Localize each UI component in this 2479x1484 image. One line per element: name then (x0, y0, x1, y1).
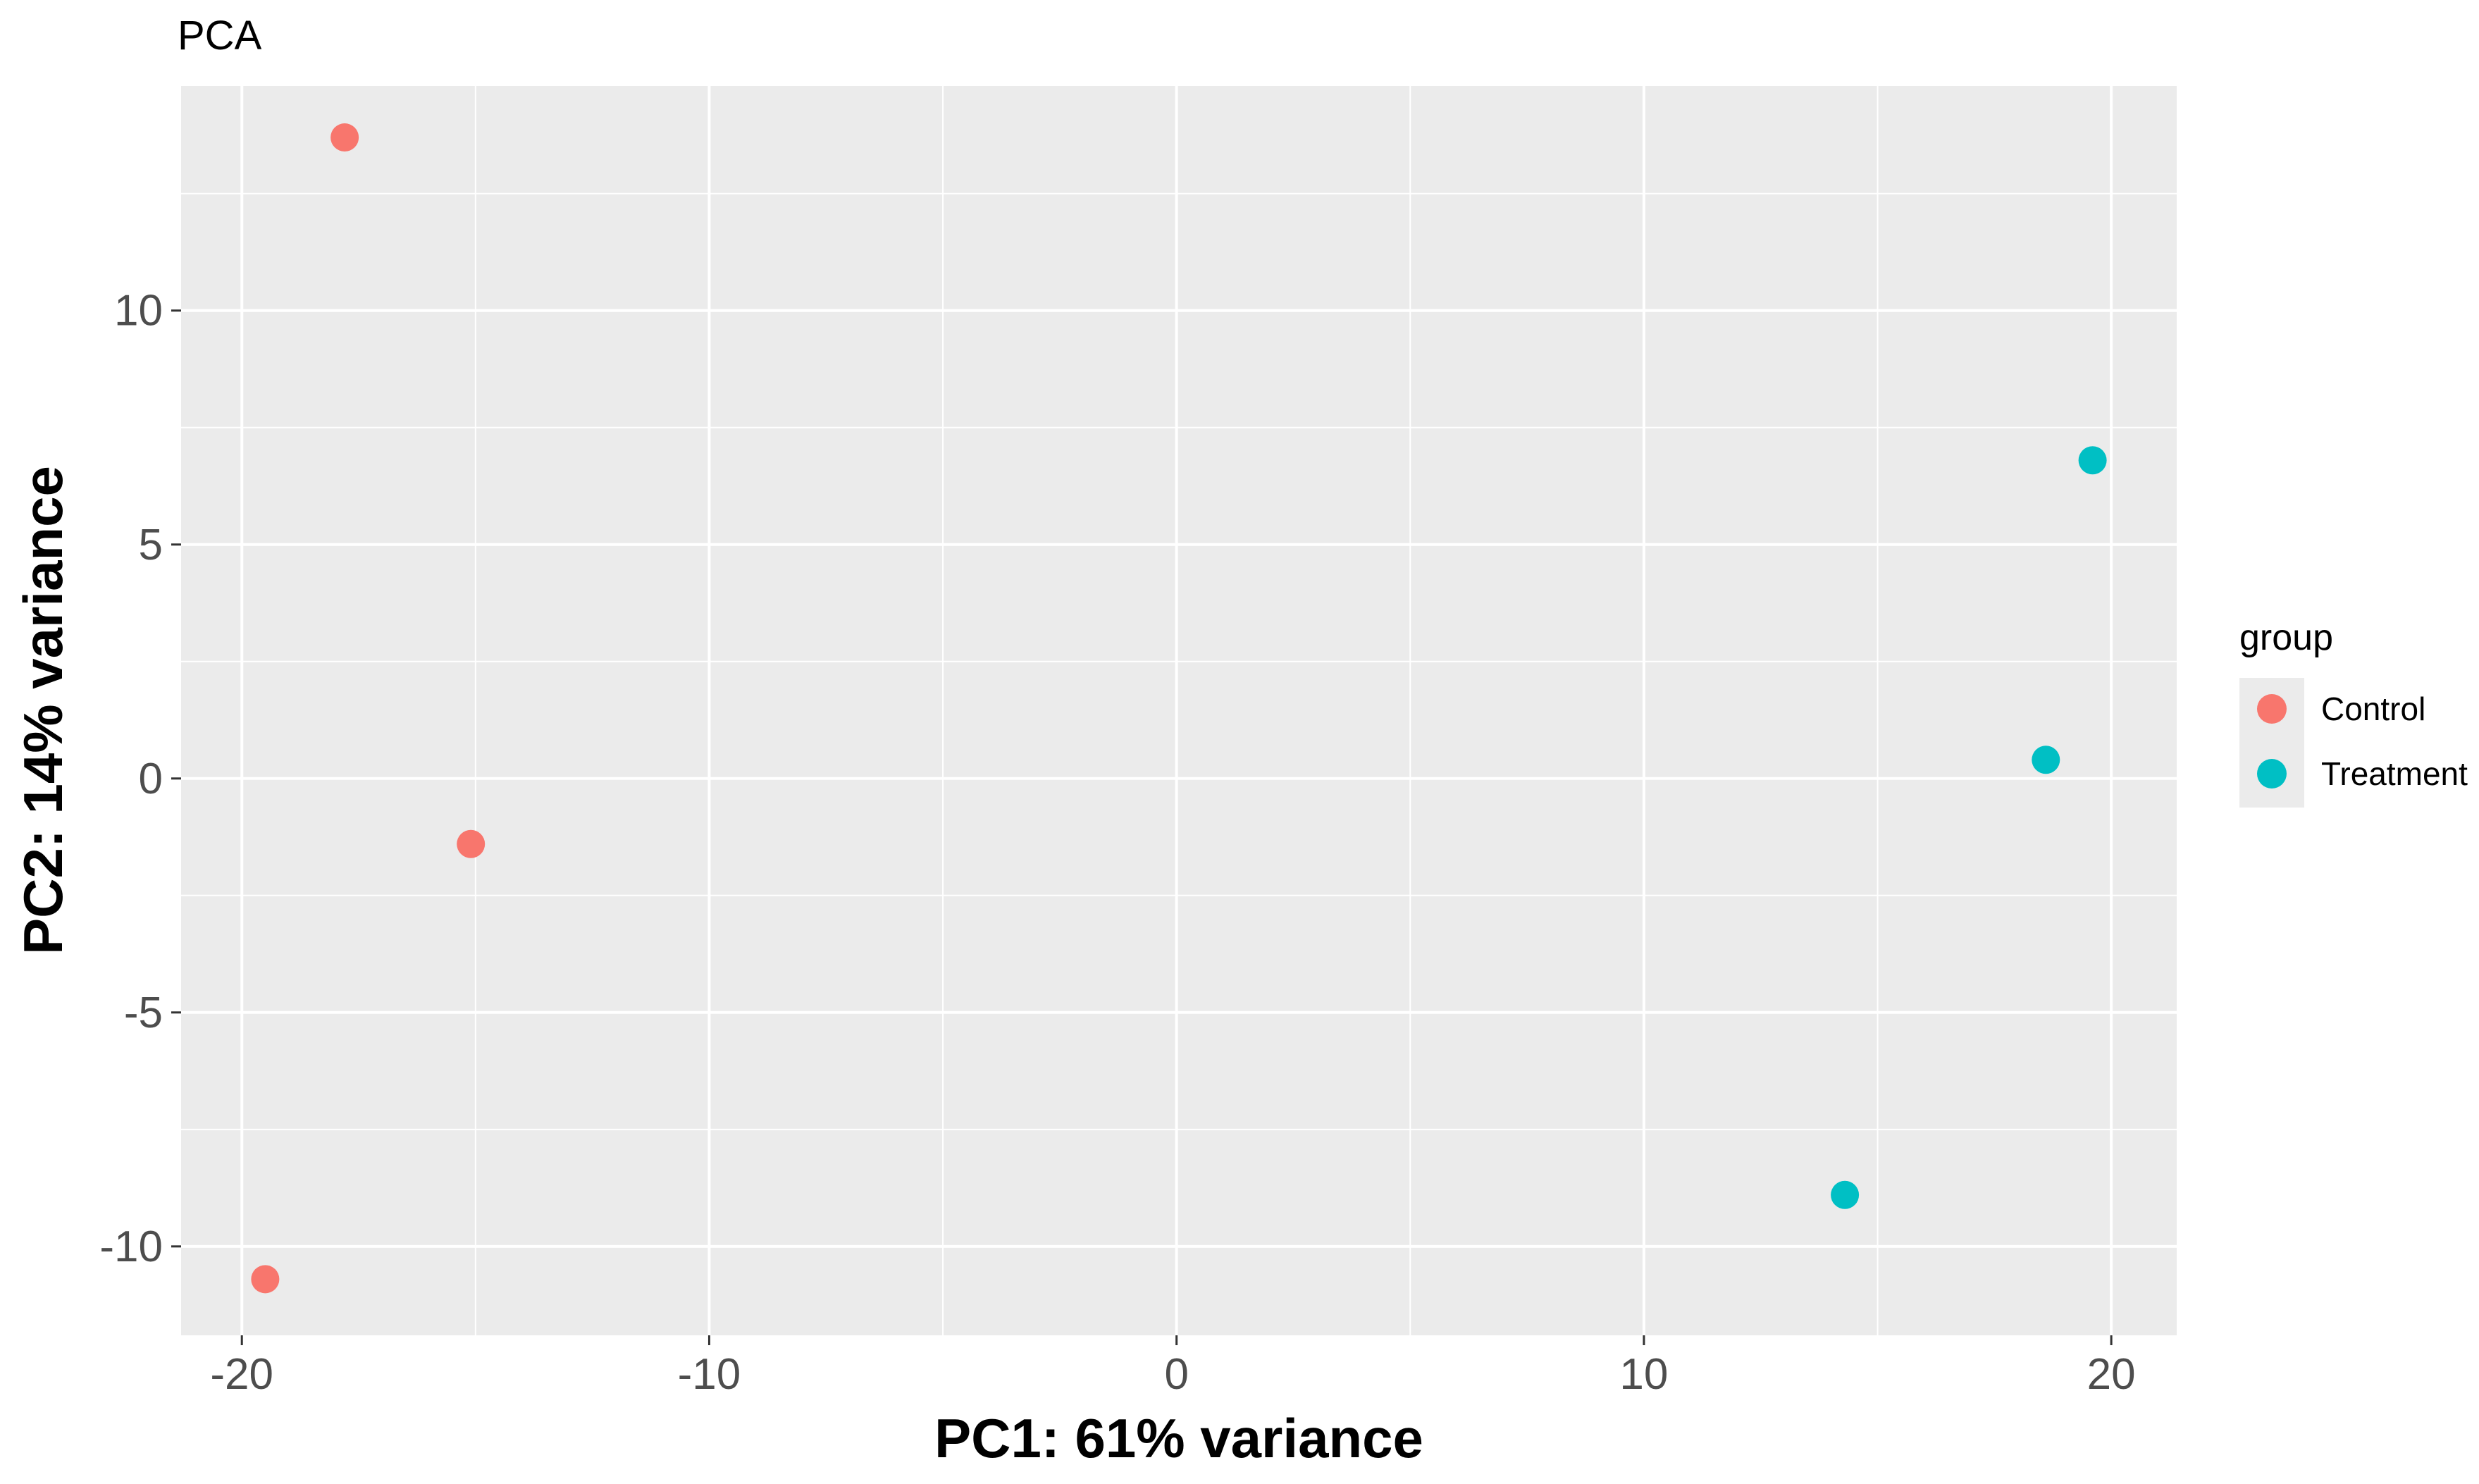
data-point-control (251, 1265, 280, 1294)
data-point-treatment (2078, 446, 2107, 475)
y-tick-label: -5 (124, 989, 163, 1037)
data-point-control (330, 123, 359, 152)
legend: group Control Treatment (2239, 617, 2468, 808)
chart-title: PCA (178, 13, 262, 58)
x-tick-label: 10 (1619, 1350, 1668, 1399)
y-axis-ticks: -10 -5 0 5 10 (99, 287, 181, 1271)
legend-key-treatment (2257, 759, 2287, 789)
data-points (251, 123, 2107, 1294)
y-axis-title: PC2: 14% variance (12, 466, 74, 955)
legend-key-control (2257, 694, 2287, 724)
legend-label-control: Control (2321, 691, 2425, 727)
data-point-treatment (2032, 746, 2060, 774)
major-gridlines (181, 86, 2177, 1335)
y-tick-label: -10 (99, 1223, 163, 1271)
y-tick-label: 5 (139, 521, 163, 569)
x-tick-label: -20 (210, 1350, 273, 1399)
data-point-treatment (1831, 1180, 1860, 1209)
data-point-control (457, 829, 486, 858)
legend-label-treatment: Treatment (2321, 755, 2468, 792)
plot-panel (181, 86, 2177, 1335)
x-tick-label: 20 (2087, 1350, 2136, 1399)
x-axis-title: PC1: 61% variance (934, 1407, 1423, 1469)
y-tick-label: 10 (114, 287, 163, 335)
legend-title: group (2239, 617, 2333, 658)
minor-gridlines (181, 86, 2177, 1335)
x-tick-label: -10 (678, 1350, 741, 1399)
y-tick-label: 0 (139, 755, 163, 803)
x-axis-ticks: -20 -10 0 10 20 (210, 1335, 2136, 1399)
x-tick-label: 0 (1164, 1350, 1188, 1399)
